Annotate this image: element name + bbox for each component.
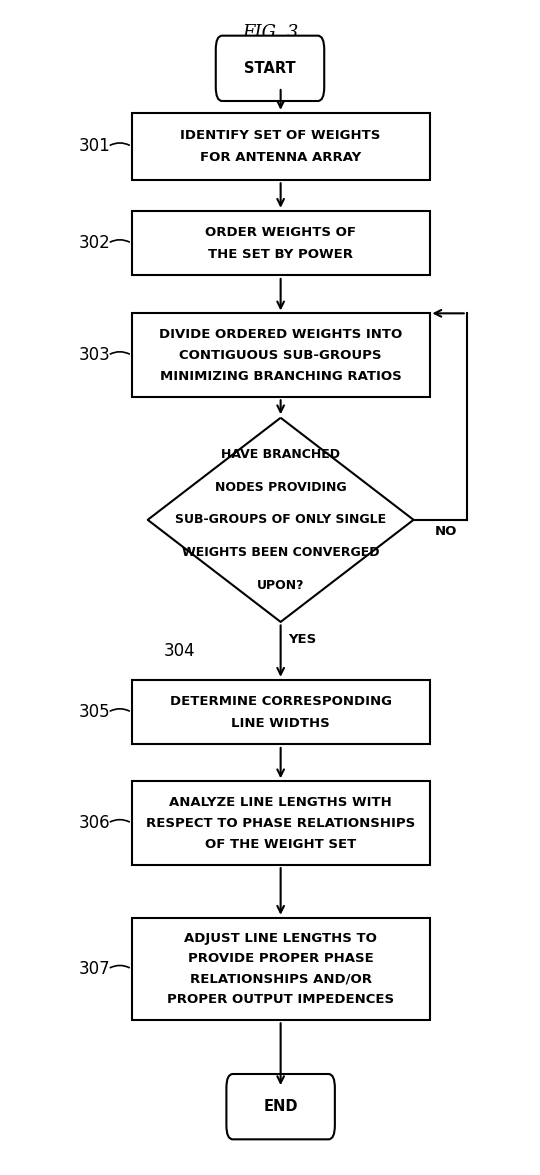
Bar xyxy=(132,314,429,397)
Text: OF THE WEIGHT SET: OF THE WEIGHT SET xyxy=(205,838,356,851)
Bar xyxy=(132,680,429,745)
Text: ADJUST LINE LENGTHS TO: ADJUST LINE LENGTHS TO xyxy=(184,932,377,945)
FancyBboxPatch shape xyxy=(226,1074,335,1140)
Text: RESPECT TO PHASE RELATIONSHIPS: RESPECT TO PHASE RELATIONSHIPS xyxy=(146,817,415,830)
Text: ANALYZE LINE LENGTHS WITH: ANALYZE LINE LENGTHS WITH xyxy=(169,795,392,808)
Text: 304: 304 xyxy=(164,642,195,660)
Text: DETERMINE CORRESPONDING: DETERMINE CORRESPONDING xyxy=(170,696,392,709)
Text: THE SET BY POWER: THE SET BY POWER xyxy=(208,248,353,261)
Text: NO: NO xyxy=(434,525,457,538)
Text: 303: 303 xyxy=(79,347,110,364)
Text: 301: 301 xyxy=(79,137,110,155)
Text: START: START xyxy=(244,61,296,76)
Bar xyxy=(132,113,429,180)
Text: SUB-GROUPS OF ONLY SINGLE: SUB-GROUPS OF ONLY SINGLE xyxy=(175,513,386,526)
Bar xyxy=(132,918,429,1020)
Text: 302: 302 xyxy=(79,234,110,253)
Text: LINE WIDTHS: LINE WIDTHS xyxy=(231,717,330,730)
Text: FOR ANTENNA ARRAY: FOR ANTENNA ARRAY xyxy=(200,152,361,165)
Text: HAVE BRANCHED: HAVE BRANCHED xyxy=(221,448,340,461)
Text: MINIMIZING BRANCHING RATIOS: MINIMIZING BRANCHING RATIOS xyxy=(160,370,402,383)
Bar xyxy=(132,212,429,275)
Text: DIVIDE ORDERED WEIGHTS INTO: DIVIDE ORDERED WEIGHTS INTO xyxy=(159,328,402,341)
Text: CONTIGUOUS SUB-GROUPS: CONTIGUOUS SUB-GROUPS xyxy=(179,349,382,362)
Text: PROVIDE PROPER PHASE: PROVIDE PROPER PHASE xyxy=(188,952,374,965)
Text: 306: 306 xyxy=(79,814,110,832)
Text: END: END xyxy=(264,1099,298,1114)
Text: FIG. 3: FIG. 3 xyxy=(242,25,298,42)
Text: UPON?: UPON? xyxy=(257,578,305,592)
Text: YES: YES xyxy=(288,633,317,646)
Bar xyxy=(132,781,429,865)
Text: ORDER WEIGHTS OF: ORDER WEIGHTS OF xyxy=(205,226,356,240)
Text: 307: 307 xyxy=(79,960,110,978)
Text: RELATIONSHIPS AND/OR: RELATIONSHIPS AND/OR xyxy=(190,973,372,986)
Text: IDENTIFY SET OF WEIGHTS: IDENTIFY SET OF WEIGHTS xyxy=(180,129,381,142)
Text: WEIGHTS BEEN CONVERGED: WEIGHTS BEEN CONVERGED xyxy=(182,546,380,559)
Text: PROPER OUTPUT IMPEDENCES: PROPER OUTPUT IMPEDENCES xyxy=(167,993,394,1006)
Text: NODES PROVIDING: NODES PROVIDING xyxy=(215,481,347,494)
Text: 305: 305 xyxy=(79,704,110,721)
FancyBboxPatch shape xyxy=(216,35,324,101)
